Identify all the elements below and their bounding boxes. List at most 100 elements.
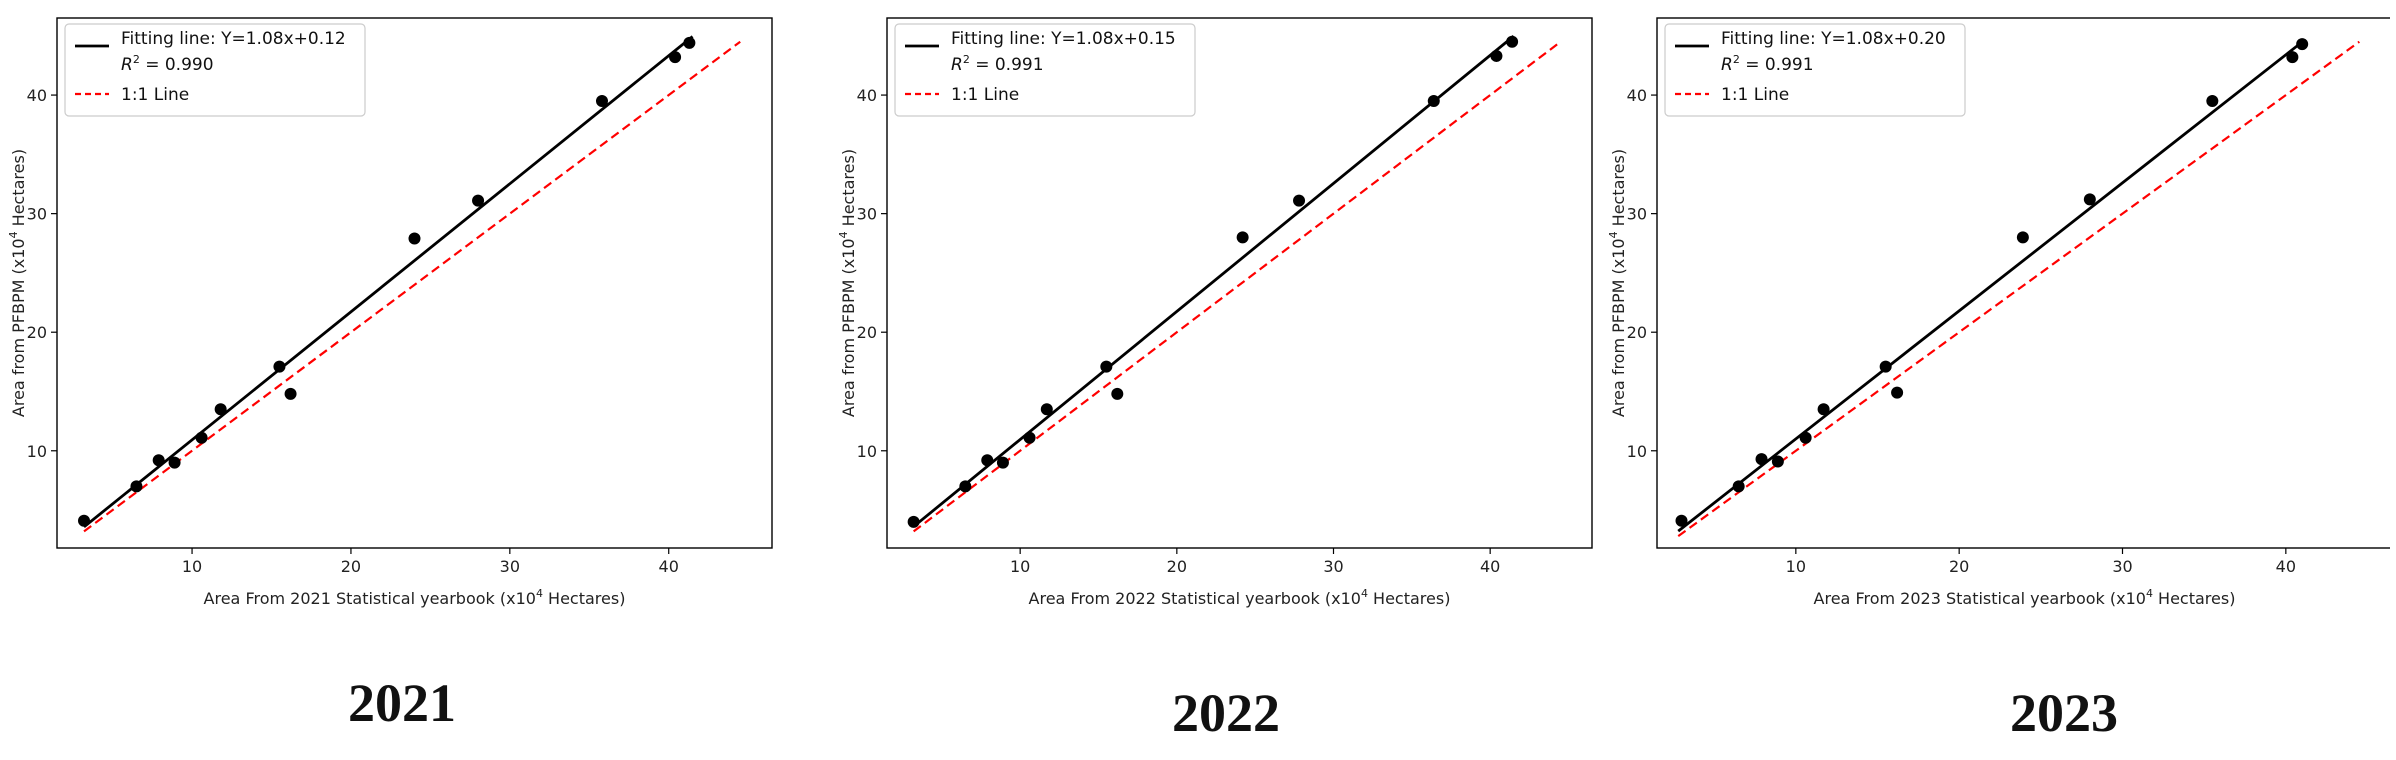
y-tick-label: 10 [857,442,877,461]
data-point [1023,431,1036,444]
y-axis-title: Area from PFBPM (x104 Hectares) [1607,149,1628,417]
y-axis-title: Area from PFBPM (x104 Hectares) [837,149,858,417]
data-point [214,403,227,416]
one-to-one-line [912,40,1562,533]
y-tick-label: 40 [1627,86,1647,105]
x-axis-title: Area From 2022 Statistical yearbook (x10… [1029,587,1451,608]
y-tick-label: 10 [1627,442,1647,461]
data-point [996,456,1009,469]
data-point [683,36,696,49]
data-point [1755,453,1768,466]
legend: Fitting line: Y=1.08x+0.15 R2 = 0.991 1:1 … [894,23,1196,117]
legend-r2-label: R2 = 0.990 [121,53,214,75]
data-point [273,360,286,373]
data-point [2296,38,2309,51]
scatter-chart-2021: 10 20 30 40 10 20 30 40 Area From 2021 Statistic… [7,17,773,608]
x-tick-label: 10 [1786,557,1806,576]
data-point [130,480,143,493]
y-tick-label: 40 [857,86,877,105]
y-tick-label: 40 [27,86,47,105]
legend-box [1664,23,1966,117]
y-tick-label: 30 [27,205,47,224]
x-tick-label: 30 [500,557,520,576]
y-axis-title: Area from PFBPM (x104 Hectares) [7,149,28,417]
legend-r2-label: R2 = 0.991 [951,53,1044,75]
scatter-chart-2023: 10 20 30 40 10 20 30 40 Area From 2023 Statistic… [1607,17,2390,608]
chart-panel-2022: 10 20 30 40 10 20 30 40 Area From 2022 Statistic… [830,0,1620,760]
x-tick-label: 40 [2276,557,2296,576]
data-point [1427,94,1440,107]
data-point [2016,231,2029,244]
data-point [1799,431,1812,444]
legend-fit-label: Fitting line: Y=1.08x+0.15 [951,29,1176,49]
data-point [1675,514,1688,527]
chart-caption: 2021 [348,673,456,733]
data-point [1771,455,1784,468]
legend: Fitting line: Y=1.08x+0.20 R2 = 0.991 1:1 … [1664,23,1966,117]
scatter-chart-2022: 10 20 30 40 10 20 30 40 Area From 2022 Statistic… [837,17,1593,608]
data-point [195,431,208,444]
chart-caption: 2023 [2010,683,2118,743]
data-point [472,194,485,207]
y-tick-label: 20 [27,323,47,342]
plot-frame [56,17,773,549]
legend-fit-label: Fitting line: Y=1.08x+0.20 [1721,29,1946,49]
legend-box [894,23,1196,117]
data-point [595,94,608,107]
one-to-one-line [1677,40,2360,538]
x-tick-label: 20 [1949,557,1969,576]
x-tick-label: 20 [341,557,361,576]
data-point [1236,231,1249,244]
data-point [2206,94,2219,107]
chart-panel-2021: 10 20 30 40 10 20 30 40 Area From 2021 Statistic… [0,0,790,760]
x-tick-label: 30 [2112,557,2132,576]
fitting-line [1677,39,2305,533]
data-point [2083,193,2096,206]
plot-frame [886,17,1593,549]
data-point [284,387,297,400]
fitting-line [83,35,694,529]
data-point [959,480,972,493]
data-point [1506,35,1519,48]
data-point [1100,360,1113,373]
legend-fit-label: Fitting line: Y=1.08x+0.12 [121,29,346,49]
legend-r2-label: R2 = 0.991 [1721,53,1814,75]
data-point [152,454,165,467]
data-point [78,514,91,527]
x-tick-label: 40 [1480,557,1500,576]
data-point [1111,387,1124,400]
x-tick-label: 10 [1010,557,1030,576]
data-point [981,454,994,467]
data-point [168,456,181,469]
data-point [907,515,920,528]
y-tick-label: 10 [27,442,47,461]
plot-frame [1656,17,2390,549]
y-tick-label: 30 [1627,205,1647,224]
data-point [2286,51,2299,64]
x-tick-label: 40 [659,557,679,576]
one-to-one-line [83,40,741,533]
data-point [1879,360,1892,373]
legend-box [64,23,366,117]
data-point [408,232,421,245]
data-point [669,51,682,64]
data-point [1293,194,1306,207]
x-axis-title: Area From 2021 Statistical yearbook (x10… [204,587,626,608]
legend-oneone-label: 1:1 Line [1721,85,1789,105]
chart-caption: 2022 [1172,683,1280,743]
data-point [1891,386,1904,399]
legend-oneone-label: 1:1 Line [121,85,189,105]
legend-oneone-label: 1:1 Line [951,85,1019,105]
x-axis-title: Area From 2023 Statistical yearbook (x10… [1814,587,2236,608]
legend: Fitting line: Y=1.08x+0.12 R2 = 0.990 1:1 … [64,23,366,117]
y-tick-label: 20 [857,323,877,342]
data-point [1040,403,1053,416]
y-tick-label: 30 [857,205,877,224]
data-point [1817,403,1830,416]
chart-panel-2023: 10 20 30 40 10 20 30 40 Area From 2023 Statistic… [1600,0,2390,760]
x-tick-label: 10 [182,557,202,576]
x-tick-label: 30 [1323,557,1343,576]
x-tick-label: 20 [1167,557,1187,576]
y-tick-label: 20 [1627,323,1647,342]
data-point [1732,480,1745,493]
